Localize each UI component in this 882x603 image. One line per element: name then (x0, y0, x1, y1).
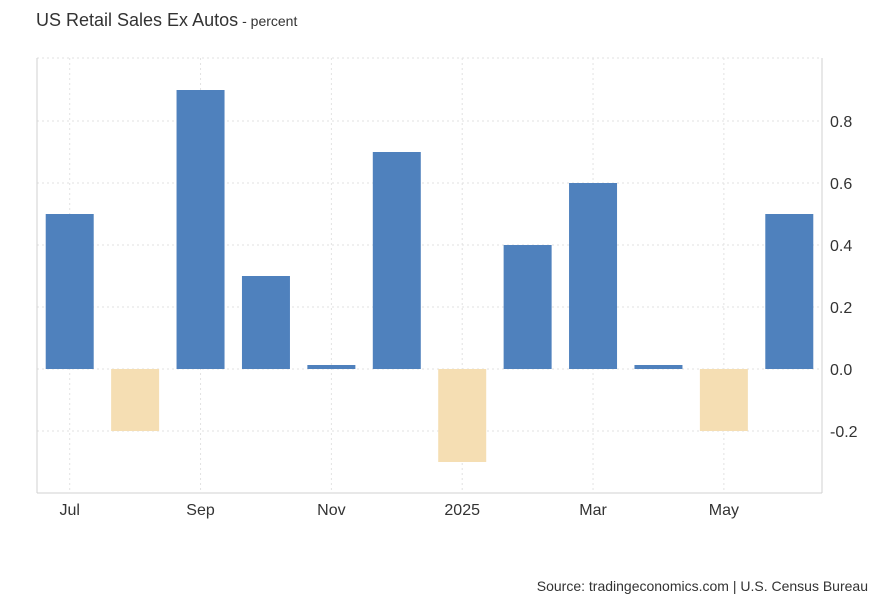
source-note: Source: tradingeconomics.com | U.S. Cens… (536, 578, 868, 594)
bar-feb (503, 245, 552, 369)
x-tick-label: Sep (186, 502, 215, 519)
x-tick-label: Jul (59, 502, 79, 519)
chart-title-text: US Retail Sales Ex Autos (36, 10, 239, 30)
bars-layer (45, 90, 814, 462)
bar-oct (241, 276, 290, 369)
x-tick-label: May (709, 502, 739, 519)
bar-jun (765, 214, 814, 369)
bar-2025 (438, 369, 487, 462)
x-axis-ticks: Jul Sep Nov 2025 Mar May (59, 502, 739, 519)
y-axis-ticks: -0.2 0.0 0.2 0.4 0.6 0.8 (830, 114, 858, 441)
y-tick-label: 0.0 (830, 362, 852, 379)
y-tick-label: -0.2 (830, 424, 858, 441)
bar-aug (111, 369, 160, 431)
grid-layer (37, 57, 822, 493)
bar-sep (176, 90, 225, 369)
bar-nov (307, 365, 356, 369)
y-tick-label: 0.8 (830, 114, 852, 131)
y-tick-label: 0.2 (830, 300, 852, 317)
x-tick-label: Nov (317, 502, 345, 519)
bar-dec (372, 152, 421, 369)
x-tick-label: Mar (579, 502, 607, 519)
bar-mar (569, 183, 618, 369)
x-tick-label: 2025 (444, 502, 480, 519)
chart-title: US Retail Sales Ex Autos - percent (36, 10, 297, 31)
axis-layer (36, 58, 823, 494)
y-tick-label: 0.4 (830, 238, 852, 255)
bar-apr (634, 365, 683, 369)
y-tick-label: 0.6 (830, 176, 852, 193)
chart-subtitle: - percent (242, 13, 298, 29)
bar-may (699, 369, 748, 431)
bar-jul (45, 214, 94, 369)
